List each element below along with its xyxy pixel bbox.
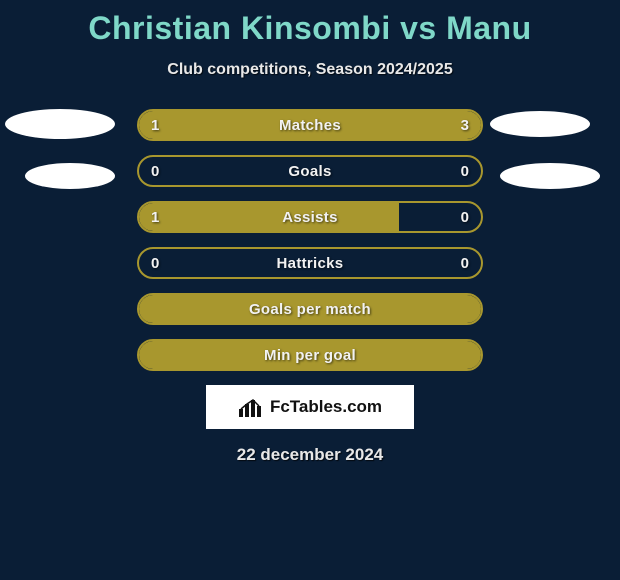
logo-text: FcTables.com	[270, 397, 382, 417]
comparison-subtitle: Club competitions, Season 2024/2025	[0, 61, 620, 79]
stat-label: Matches	[139, 111, 481, 139]
stat-row: 13Matches	[137, 109, 483, 141]
stat-label: Hattricks	[139, 249, 481, 277]
stat-row: 00Hattricks	[137, 247, 483, 279]
decorative-ellipse	[5, 109, 115, 139]
fctables-logo: FcTables.com	[206, 385, 414, 429]
stat-row: Goals per match	[137, 293, 483, 325]
logo-bars-icon	[238, 397, 264, 417]
decorative-ellipse	[25, 163, 115, 189]
stat-row: 00Goals	[137, 155, 483, 187]
decorative-ellipse	[500, 163, 600, 189]
stat-label: Goals	[139, 157, 481, 185]
snapshot-date: 22 december 2024	[0, 445, 620, 465]
decorative-ellipse	[490, 111, 590, 137]
stat-row: 10Assists	[137, 201, 483, 233]
stat-label: Goals per match	[139, 295, 481, 323]
comparison-chart: 13Matches 00Goals 10Assists 00Hattricks Goal…	[0, 109, 620, 371]
stat-label: Min per goal	[139, 341, 481, 369]
stat-label: Assists	[139, 203, 481, 231]
stat-row: Min per goal	[137, 339, 483, 371]
comparison-title: Christian Kinsombi vs Manu	[0, 0, 620, 47]
